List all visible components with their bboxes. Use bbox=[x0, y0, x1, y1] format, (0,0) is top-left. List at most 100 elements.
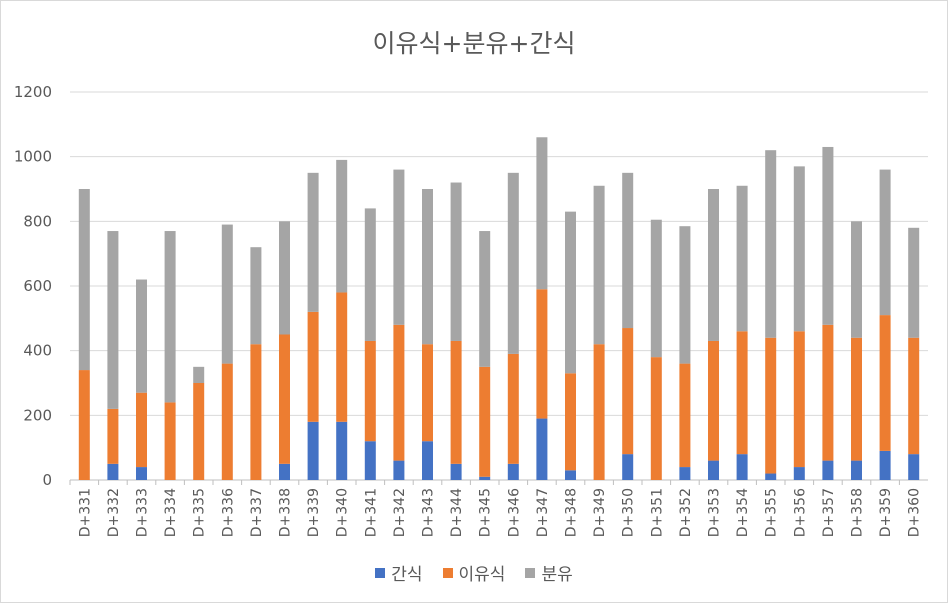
y-tick-label: 200 bbox=[23, 406, 52, 424]
bar-segment bbox=[336, 292, 348, 422]
bar-segment bbox=[851, 337, 862, 461]
x-tick-label: D+354 bbox=[735, 488, 751, 537]
bar-segment bbox=[107, 231, 119, 409]
x-tick-label: D+356 bbox=[792, 488, 808, 537]
x-tick-label: D+351 bbox=[649, 488, 665, 537]
bar-segment bbox=[536, 137, 548, 290]
bar-segment bbox=[736, 331, 748, 455]
bar-segment bbox=[793, 467, 805, 480]
bar-segment bbox=[765, 337, 777, 474]
x-tick-label: D+337 bbox=[249, 488, 265, 537]
y-tick-label: 800 bbox=[23, 212, 52, 230]
bar-segment bbox=[593, 185, 605, 345]
legend-swatch bbox=[442, 567, 453, 578]
x-tick-label: D+343 bbox=[421, 488, 437, 537]
bar-segment bbox=[507, 172, 519, 354]
bar-segment bbox=[393, 169, 405, 325]
legend-swatch bbox=[525, 567, 536, 578]
x-tick-label: D+360 bbox=[907, 488, 923, 537]
bar-segment bbox=[879, 315, 891, 451]
bar-segment bbox=[565, 470, 576, 480]
x-tick-label: D+357 bbox=[821, 488, 837, 537]
bar-segment bbox=[364, 340, 376, 442]
x-tick-label: D+342 bbox=[392, 488, 408, 537]
bar-segment bbox=[193, 366, 205, 383]
bar-segment bbox=[851, 221, 862, 338]
bar-segment bbox=[307, 421, 319, 480]
y-tick-label: 1000 bbox=[14, 148, 52, 166]
x-axis: D+331 D+332 D+333 D+334 D+335 D+336 D+337 D+338… bbox=[69, 480, 923, 537]
y-tick-label: 0 bbox=[42, 471, 52, 489]
bar-segment bbox=[908, 337, 920, 455]
bar-segment bbox=[565, 373, 576, 471]
bar-segment bbox=[793, 331, 805, 468]
bar-segment bbox=[622, 172, 634, 329]
bar-segment bbox=[565, 211, 576, 374]
y-tick-label: 600 bbox=[23, 277, 52, 295]
bar-segment bbox=[193, 383, 205, 480]
bar-segment bbox=[650, 219, 662, 358]
bar-segment bbox=[136, 279, 147, 393]
bar-segment bbox=[336, 421, 348, 480]
bar-segment bbox=[622, 454, 634, 480]
bar-segment bbox=[765, 473, 777, 480]
bar-segment bbox=[708, 460, 719, 480]
bar-segment bbox=[679, 226, 691, 364]
x-tick-label: D+341 bbox=[363, 488, 379, 537]
bar-segment bbox=[164, 402, 176, 480]
bar-segment bbox=[279, 463, 290, 480]
legend-label: 분유 bbox=[541, 565, 573, 585]
bar-segment bbox=[622, 328, 634, 455]
bar-segment bbox=[507, 353, 519, 464]
bar-segment bbox=[851, 460, 862, 480]
bar-segment bbox=[136, 392, 147, 468]
bar-segment bbox=[708, 189, 719, 341]
bar-segment bbox=[708, 340, 719, 461]
legend-item: 분유 bbox=[525, 560, 573, 585]
x-tick-label: D+339 bbox=[306, 488, 322, 537]
x-tick-label: D+358 bbox=[850, 488, 866, 537]
x-tick-label: D+348 bbox=[564, 488, 580, 537]
x-tick-label: D+336 bbox=[220, 488, 236, 537]
x-tick-label: D+352 bbox=[678, 488, 694, 537]
bar-segment bbox=[107, 408, 119, 464]
bar-segment bbox=[422, 441, 433, 480]
bar-segment bbox=[479, 366, 491, 477]
bar-segment bbox=[450, 463, 462, 480]
x-tick-label: D+345 bbox=[478, 488, 494, 537]
bar-segment bbox=[507, 463, 519, 480]
bar-segment bbox=[336, 159, 348, 293]
bar-segment bbox=[879, 450, 891, 480]
x-tick-label: D+332 bbox=[106, 488, 122, 537]
bar-segment bbox=[364, 208, 376, 341]
bar-segment bbox=[479, 231, 491, 367]
y-axis: 0 200 400 600 800 1000 1200 bbox=[14, 83, 52, 489]
bar-segment bbox=[679, 467, 691, 480]
bar-segment bbox=[250, 344, 262, 480]
legend-item: 간식 bbox=[375, 560, 423, 585]
legend: 간식 이유식 분유 bbox=[0, 560, 948, 585]
bar-segment bbox=[822, 146, 834, 325]
bar-segment bbox=[279, 334, 290, 464]
bar-segment bbox=[221, 363, 233, 480]
bar-segment bbox=[279, 221, 290, 335]
bar-segment bbox=[450, 182, 462, 341]
bar-segment bbox=[650, 357, 662, 480]
bar-segment bbox=[593, 344, 605, 480]
bar-segment bbox=[450, 340, 462, 464]
x-tick-label: D+334 bbox=[163, 488, 179, 537]
bars bbox=[78, 137, 920, 480]
bar-segment bbox=[736, 454, 748, 480]
bar-segment bbox=[221, 224, 233, 364]
legend-swatch bbox=[375, 567, 386, 578]
bar-segment bbox=[679, 363, 691, 468]
bar-segment bbox=[822, 324, 834, 461]
x-tick-label: D+331 bbox=[77, 488, 93, 537]
bar-segment bbox=[393, 460, 405, 480]
bar-segment bbox=[422, 344, 433, 442]
y-tick-label: 400 bbox=[23, 342, 52, 360]
y-tick-label: 1200 bbox=[14, 83, 52, 101]
bar-segment bbox=[364, 441, 376, 480]
